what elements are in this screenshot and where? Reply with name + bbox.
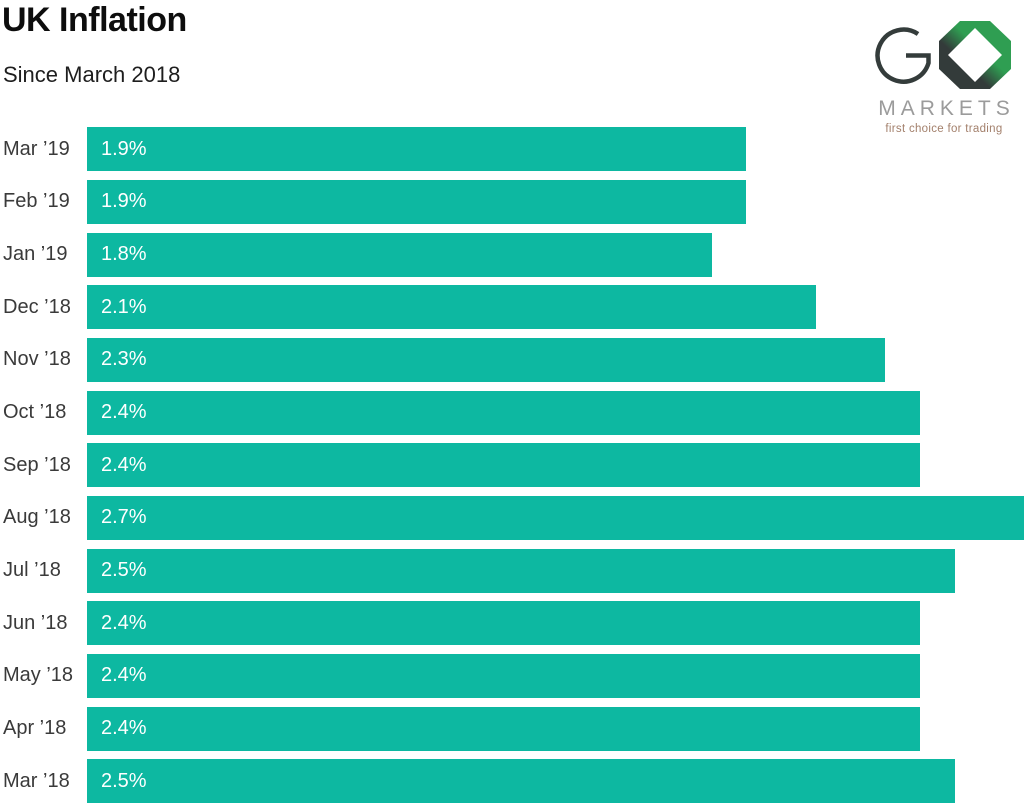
bar: 2.4% bbox=[87, 706, 920, 751]
bar-track: 2.4% bbox=[87, 653, 1024, 698]
bar-track: 2.4% bbox=[87, 390, 1024, 435]
bar: 2.4% bbox=[87, 653, 920, 698]
bar-track: 2.4% bbox=[87, 706, 1024, 751]
chart-row: Apr ’18 2.4% bbox=[0, 702, 1024, 755]
chart-row: Nov ’18 2.3% bbox=[0, 334, 1024, 387]
bar-value-label: 2.5% bbox=[101, 769, 147, 792]
chart-row: Jul ’18 2.5% bbox=[0, 544, 1024, 597]
category-label: Mar ’19 bbox=[3, 137, 70, 160]
chart-row: Dec ’18 2.1% bbox=[0, 281, 1024, 334]
chart-header: UK Inflation Since March 2018 MAR bbox=[0, 0, 1024, 135]
bar-value-label: 2.7% bbox=[101, 506, 147, 529]
chart-row: May ’18 2.4% bbox=[0, 650, 1024, 703]
logo-tagline-text: first choice for trading bbox=[885, 123, 1003, 135]
chart-row: Oct ’18 2.4% bbox=[0, 386, 1024, 439]
chart-subtitle: Since March 2018 bbox=[3, 62, 181, 87]
category-label: Apr ’18 bbox=[3, 717, 67, 740]
category-label: Feb ’19 bbox=[3, 190, 70, 213]
bar-value-label: 1.8% bbox=[101, 243, 147, 266]
category-label: Jan ’19 bbox=[3, 243, 68, 266]
go-markets-logo: MARKETS first choice for trading bbox=[868, 20, 1020, 135]
chart-row: Jun ’18 2.4% bbox=[0, 597, 1024, 650]
category-label: Dec ’18 bbox=[3, 295, 71, 318]
bar: 2.5% bbox=[87, 759, 955, 804]
bar-value-label: 2.4% bbox=[101, 401, 147, 424]
chart-title: UK Inflation bbox=[2, 1, 187, 39]
category-label: May ’18 bbox=[3, 664, 74, 687]
bar-value-label: 1.9% bbox=[101, 190, 147, 213]
chart-row: Feb ’19 1.9% bbox=[0, 176, 1024, 229]
bar-value-label: 2.4% bbox=[101, 453, 147, 476]
category-label: Jun ’18 bbox=[3, 611, 68, 634]
bar-track: 2.7% bbox=[87, 495, 1024, 540]
bar: 2.4% bbox=[87, 601, 920, 646]
bar: 1.9% bbox=[87, 127, 747, 172]
bar-value-label: 1.9% bbox=[101, 137, 147, 160]
bar: 1.9% bbox=[87, 179, 747, 224]
bar-track: 2.5% bbox=[87, 759, 1024, 804]
logo-markets-text: MARKETS bbox=[878, 97, 1015, 120]
chart-row: Aug ’18 2.7% bbox=[0, 492, 1024, 545]
bar-value-label: 2.4% bbox=[101, 611, 147, 634]
bar-value-label: 2.4% bbox=[101, 717, 147, 740]
category-label: Jul ’18 bbox=[3, 559, 61, 582]
bar: 2.3% bbox=[87, 337, 886, 382]
bar-track: 1.8% bbox=[87, 232, 1024, 277]
chart-row: Sep ’18 2.4% bbox=[0, 439, 1024, 492]
category-label: Aug ’18 bbox=[3, 506, 71, 529]
bar-value-label: 2.3% bbox=[101, 348, 147, 371]
bar-value-label: 2.4% bbox=[101, 664, 147, 687]
chart-row: Mar ’19 1.9% bbox=[0, 123, 1024, 176]
bar-track: 1.9% bbox=[87, 179, 1024, 224]
chart-row: Mar ’18 2.5% bbox=[0, 755, 1024, 808]
bar: 2.1% bbox=[87, 285, 816, 330]
bar: 1.8% bbox=[87, 232, 712, 277]
chart-row: Jan ’19 1.8% bbox=[0, 228, 1024, 281]
bar-track: 2.3% bbox=[87, 337, 1024, 382]
bar-value-label: 2.5% bbox=[101, 559, 147, 582]
bar: 2.5% bbox=[87, 548, 955, 593]
bar-track: 1.9% bbox=[87, 127, 1024, 172]
go-logo-icon bbox=[875, 21, 1011, 89]
logo-diamond bbox=[948, 28, 1002, 82]
bar-value-label: 2.1% bbox=[101, 295, 147, 318]
bar-track: 2.4% bbox=[87, 443, 1024, 488]
logo-g-letter bbox=[875, 27, 931, 84]
bar-track: 2.1% bbox=[87, 285, 1024, 330]
bar-track: 2.4% bbox=[87, 601, 1024, 646]
bar: 2.7% bbox=[87, 495, 1024, 540]
category-label: Mar ’18 bbox=[3, 769, 70, 792]
bar-chart: Mar ’19 1.9% Feb ’19 1.9% Jan ’19 1.8% Dec ’18… bbox=[0, 123, 1024, 808]
category-label: Nov ’18 bbox=[3, 348, 71, 371]
bar: 2.4% bbox=[87, 390, 920, 435]
bar: 2.4% bbox=[87, 443, 920, 488]
bar-track: 2.5% bbox=[87, 548, 1024, 593]
category-label: Sep ’18 bbox=[3, 453, 71, 476]
category-label: Oct ’18 bbox=[3, 401, 67, 424]
